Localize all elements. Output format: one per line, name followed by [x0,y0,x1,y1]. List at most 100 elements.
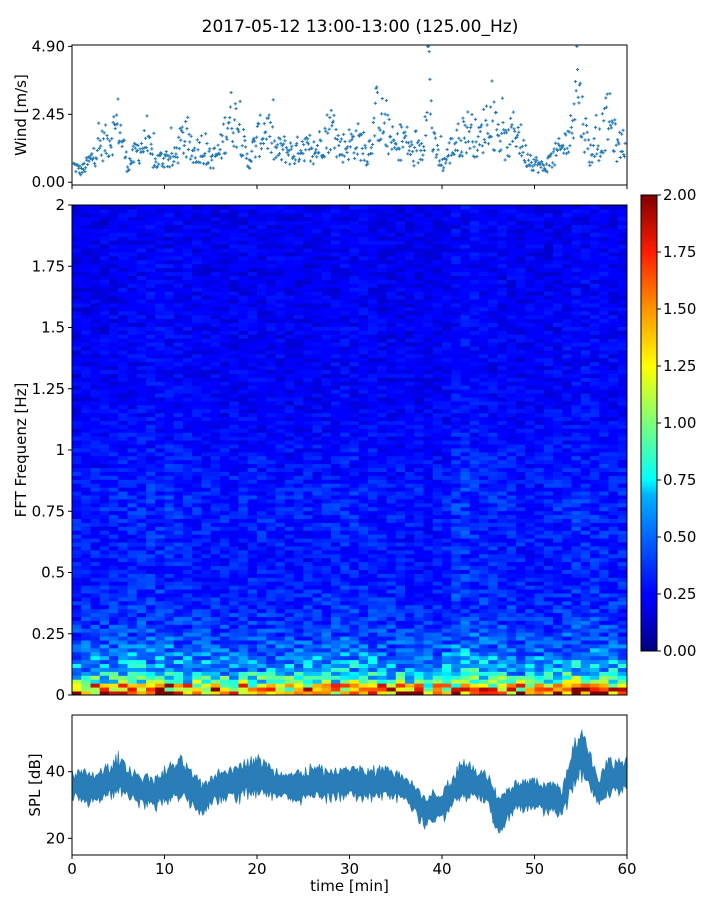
spectrogram-cell [164,546,175,551]
spectrogram-cell [136,530,147,535]
spectrogram-cell [99,259,110,265]
spectrogram-cell [72,612,82,617]
spectrogram-cell [340,216,350,222]
wind-point [339,137,344,141]
spectrogram-cell [201,216,212,222]
spectrogram-cell [136,506,147,512]
spectrogram-cell [349,267,360,273]
spectrogram-cell [358,424,369,429]
spectrogram-cell [164,624,175,629]
spectrogram-cell [312,404,323,410]
spectrogram-cell [257,353,267,359]
spectrogram-cell [340,671,350,676]
wind-point [423,114,427,119]
spectrogram-cell [238,303,249,308]
spectrogram-cell [81,373,91,378]
spectrogram-cell [173,263,184,269]
spectrogram-cell [284,244,295,249]
spectrogram-cell [90,479,101,484]
spectrogram-cell [72,338,82,343]
spectrogram-cell [146,224,156,229]
spectrogram-cell [99,526,110,531]
spectrogram-cell [81,585,91,590]
spectrogram-cell [247,295,258,300]
spectrogram-cell [368,408,378,414]
spectrogram-cell [164,506,175,512]
spectrogram-cell [340,616,350,621]
spectrogram-cell [220,205,230,210]
spectrogram-cell [284,655,295,661]
spectrogram-cell [368,342,378,347]
spectrogram-cell [118,283,128,288]
spectrogram-cell [192,334,202,339]
spectrogram-cell [118,600,128,606]
spectrogram-cell [109,663,119,668]
spectrogram-cell [294,357,304,363]
spectrogram-cell [136,295,147,300]
spectrogram-cell [368,636,378,641]
spectrogram-cell [266,616,276,621]
spectrogram-cell [155,224,165,229]
spectrogram-cell [349,228,360,233]
spectrogram-cell [266,628,276,633]
spectrogram-cell [183,424,193,429]
wind-point [447,141,451,145]
wind-point [279,158,284,162]
spectrogram-cell [173,691,184,696]
spectrogram-cell [321,385,332,390]
spectrogram-cell [321,487,332,492]
wind-point [571,136,576,140]
spectrogram-cell [294,491,304,496]
spectrogram-cell [229,506,239,512]
spectrogram-cell [284,463,295,469]
spectrogram-cell [257,263,267,269]
wind-point [584,123,589,128]
spectrogram-cell [238,397,249,402]
spectrogram-cell [136,553,147,559]
spectrogram-cell [312,620,323,625]
spectrogram-cell [303,608,313,614]
spectrogram-cell [247,271,258,276]
spectrogram-cell [266,534,276,539]
spectrogram-cell [99,542,110,547]
spectrogram-cell [164,577,175,582]
spectrogram-cell [377,573,387,578]
spectrogram-cell [72,401,82,406]
spectrogram-cell [331,283,341,288]
wind-point [137,158,141,163]
spectrogram-cell [127,616,138,621]
wind-point [314,148,318,152]
spectrogram-cell [340,502,350,508]
spectrogram-cell [257,644,267,649]
spectrogram-cell [90,530,101,535]
spectrogram-cell [201,283,212,288]
spectrogram-cell [164,585,175,590]
spectrogram-cell [294,416,304,421]
spectrogram-cell [192,451,202,457]
wind-point [361,152,365,156]
spectrogram-cell [220,373,230,378]
spectrogram-cell [247,640,258,645]
spectrogram-cell [99,581,110,586]
spectrogram-cell [284,310,295,316]
wind-point [589,143,593,147]
spectrogram-cell [229,401,239,406]
spectrogram-cell [127,655,138,661]
spectrogram-cell [72,357,82,363]
wind-point [324,146,328,150]
spectrogram-cell [358,459,369,465]
spectrogram-cell [220,267,230,273]
spectrogram-cell [368,604,378,610]
spectrogram-cell [331,357,341,363]
spectrogram-cell [118,679,128,684]
wind-point [169,126,173,130]
spectrogram-cell [331,448,341,453]
spectrogram-cell [192,342,202,347]
spectrogram-cell [294,259,304,265]
spectrogram-cell [210,671,221,676]
spectrogram-cell [127,216,138,222]
spectrogram-cell [247,448,258,453]
spectrogram-cell [220,259,230,265]
spectrogram-cell [368,377,378,382]
spectrogram-cell [340,451,350,457]
